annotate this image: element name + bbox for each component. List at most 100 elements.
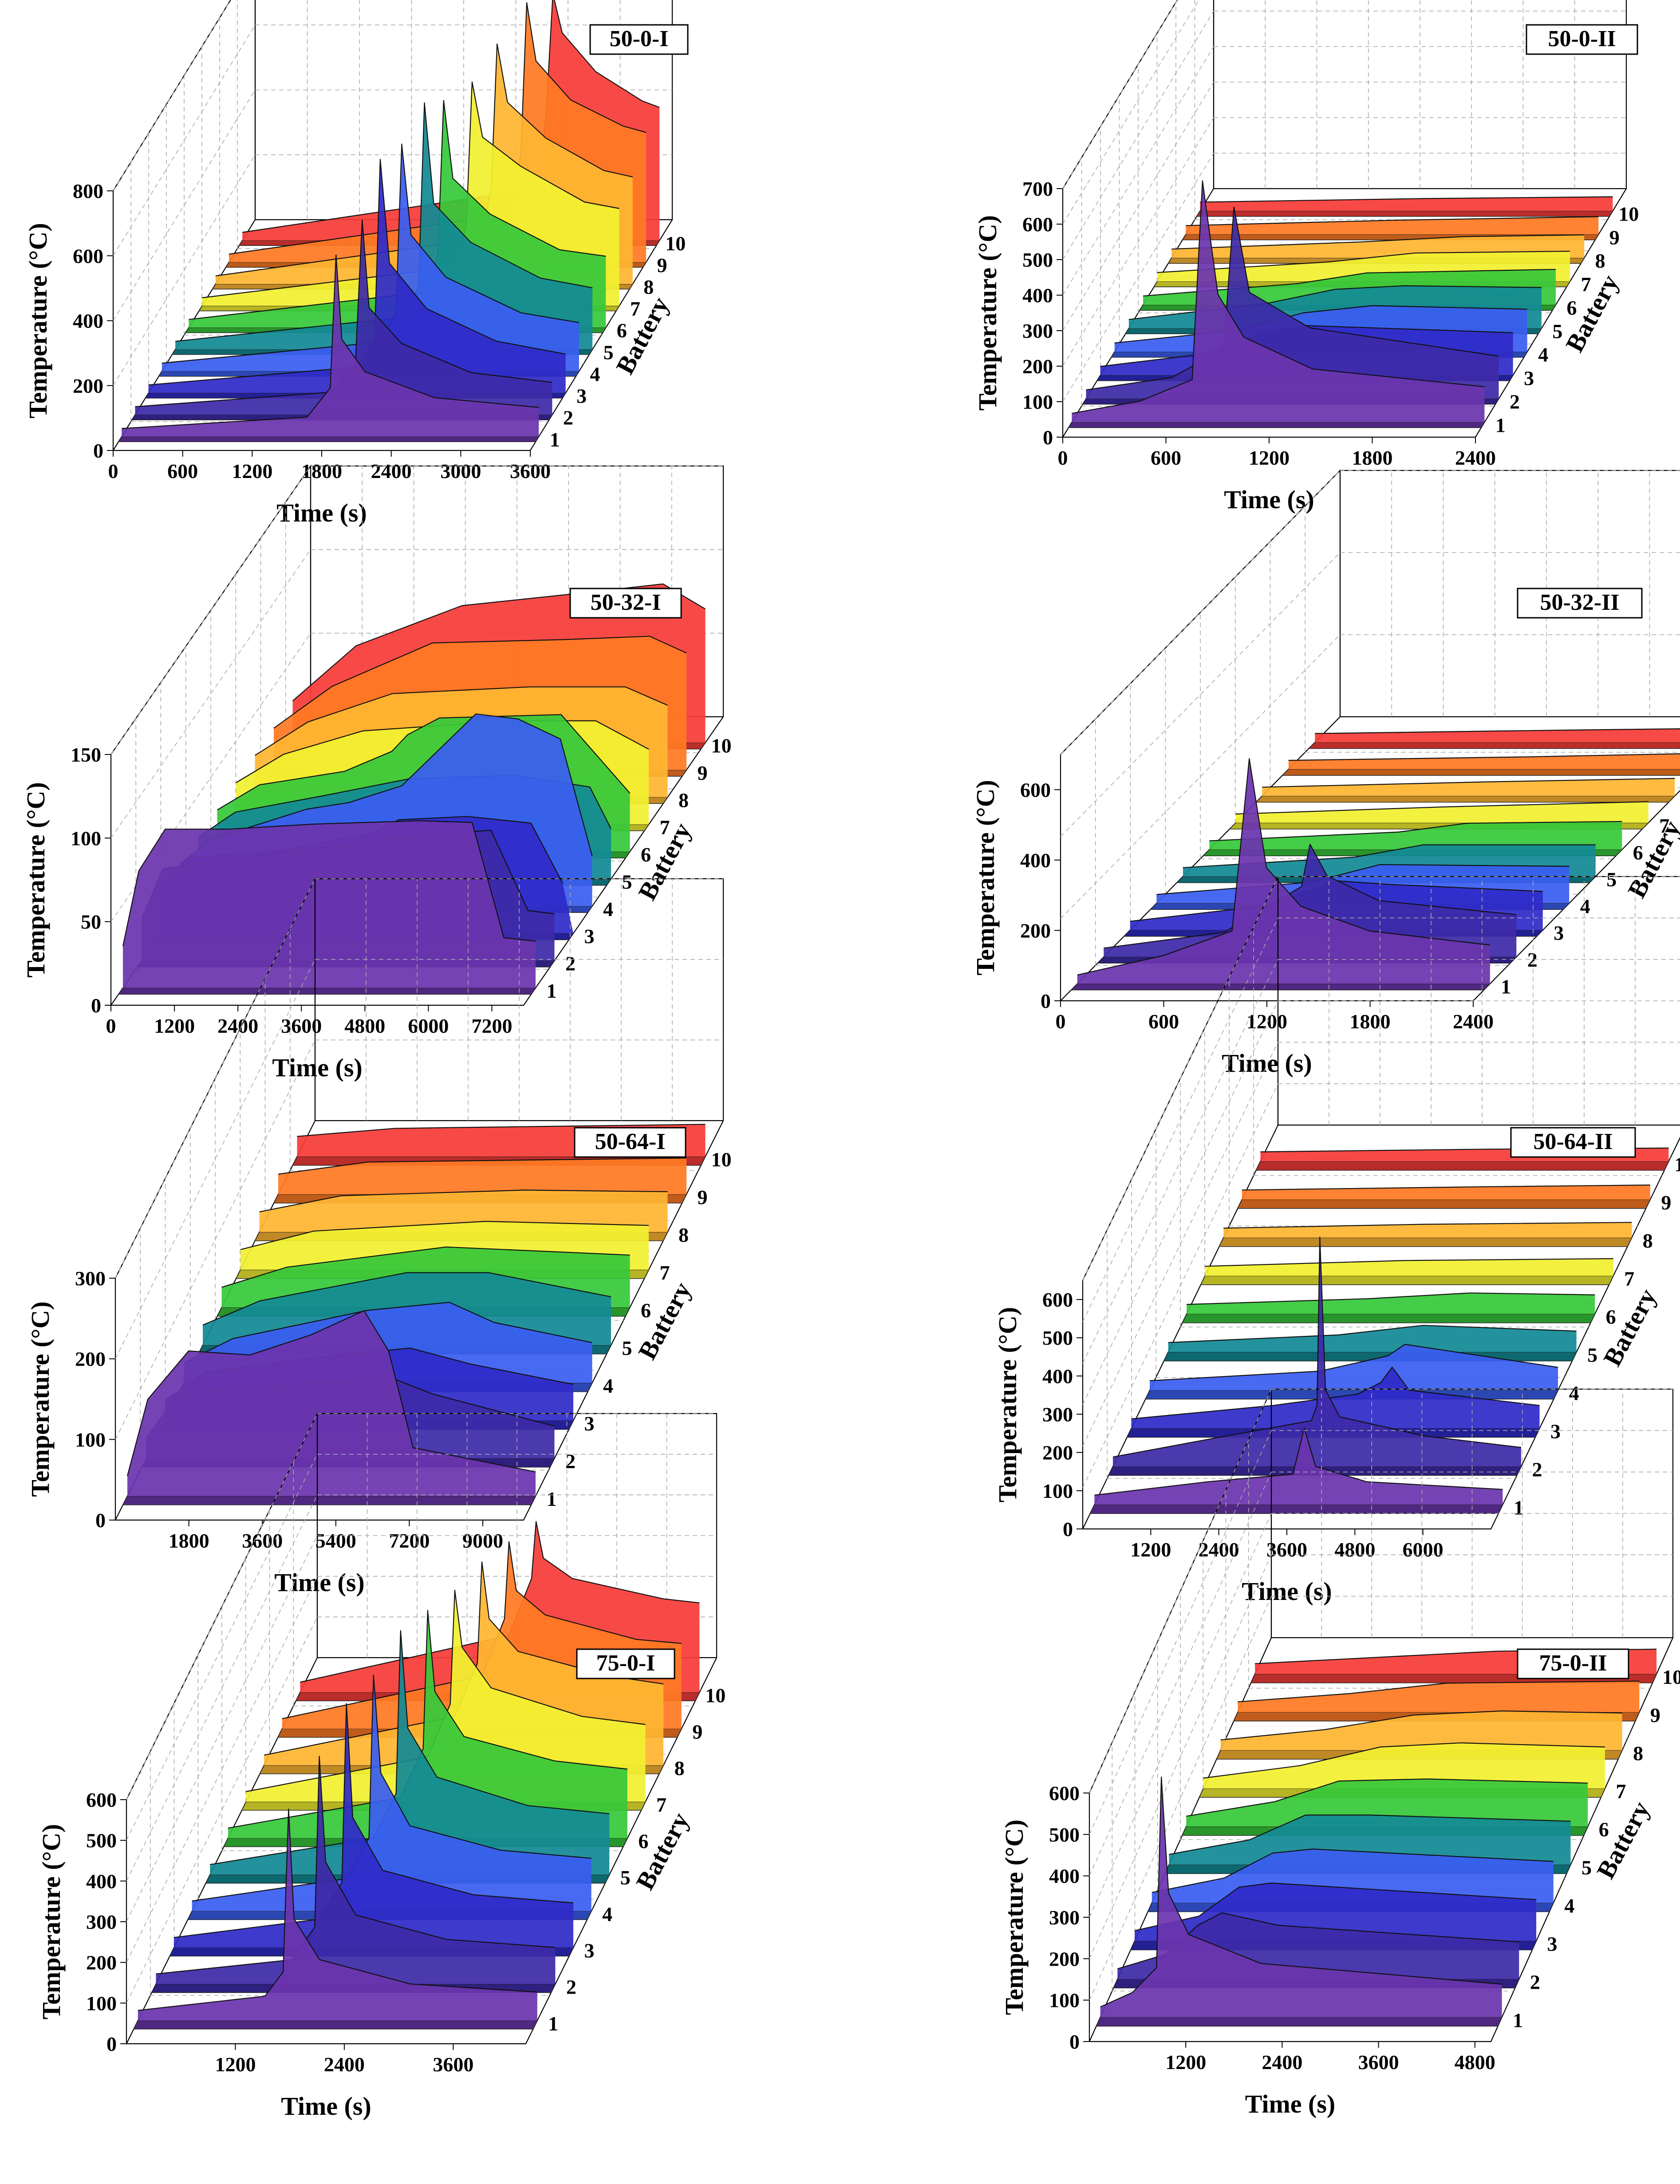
x-axis-title: Time (s) [1242, 1577, 1332, 1606]
series-layer [1068, 180, 1613, 428]
floor-edge [126, 1657, 717, 2045]
series-battery-5 [1163, 1325, 1577, 1362]
series-trace [240, 1220, 649, 1250]
y-tick-label: 600 [1022, 213, 1053, 236]
z-tick-label: 8 [678, 789, 689, 811]
z-tick-label: 8 [674, 1757, 685, 1780]
x-tick-label: 0 [108, 460, 118, 482]
y-tick-label: 400 [1049, 1865, 1080, 1888]
series-trace [179, 713, 593, 865]
x-tick-label: 1200 [1165, 2051, 1206, 2073]
z-tick-label: 4 [1564, 1895, 1574, 1917]
z-tick-label: 2 [563, 407, 573, 429]
x-tick-label: 7200 [471, 1015, 512, 1037]
series-area [122, 255, 539, 437]
x-axis-title: Time (s) [272, 1053, 363, 1082]
z-tick-label: 6 [1566, 296, 1577, 319]
series-trace [126, 1310, 536, 1476]
series-trace [297, 1124, 706, 1137]
back-wall [1213, 0, 1627, 190]
panel-title-box: 75-0-I [576, 1648, 675, 1679]
y-tick-label: 100 [75, 1428, 106, 1451]
series-area [228, 1610, 627, 1838]
series-battery-10 [1196, 196, 1613, 217]
axis-labels: 0 600 1200 1800 2400 Time (s) 0 200 400 600 Temper… [971, 778, 1680, 1078]
y-tick-label: 200 [1022, 355, 1053, 378]
z-tick-label: 3 [584, 1412, 595, 1435]
x-tick-label: 600 [167, 460, 198, 482]
z-tick-label: 5 [620, 1866, 631, 1889]
y-axis-title: Temperature (°C) [26, 1301, 55, 1497]
series-area [1315, 729, 1680, 742]
x-tick-label: 1800 [1350, 1010, 1391, 1033]
z-tick-label: 7 [630, 297, 640, 320]
x-axis-title: Time (s) [1245, 2089, 1336, 2118]
z-tick-label: 4 [603, 1374, 613, 1397]
z-tick-label: 7 [1659, 814, 1669, 837]
series-area [1203, 1743, 1605, 1789]
x-tick-label: 6000 [1403, 1538, 1443, 1561]
series-trace [1150, 1344, 1558, 1382]
z-tick-label: 4 [1580, 895, 1590, 917]
x-tick-label: 1200 [1249, 446, 1290, 469]
series-trace [202, 1272, 611, 1326]
y-tick-label: 100 [1042, 1480, 1073, 1502]
y-axis-title: Temperature (°C) [993, 1307, 1022, 1502]
series-trace [1077, 758, 1490, 975]
y-axis-title: Temperature (°C) [21, 782, 50, 977]
z-tick-label: 7 [1616, 1780, 1626, 1803]
y-tick-label: 800 [73, 180, 103, 202]
z-tick-label: 10 [705, 1684, 726, 1706]
left-grid-horizontal [1089, 1513, 1272, 1918]
panel-title: 50-32-I [591, 590, 661, 615]
series-floor-strip [1282, 769, 1680, 776]
x-tick-label: 2400 [1453, 1010, 1494, 1033]
series-trace [1131, 1366, 1540, 1420]
series-area [1187, 1293, 1595, 1314]
series-layer [122, 1124, 706, 1505]
series-trace [1186, 1778, 1588, 1817]
z-tick-label: 4 [602, 1903, 612, 1925]
z-tick-label: 1 [547, 979, 557, 1002]
series-area [1288, 754, 1680, 770]
left-grid-horizontal [1060, 552, 1341, 837]
y-tick-label: 600 [1049, 1782, 1080, 1805]
series-area [246, 1590, 646, 1802]
series-trace [254, 686, 668, 756]
y-tick-label: 200 [86, 1951, 117, 1974]
panel-title-box: 50-64-II [1510, 1127, 1636, 1158]
series-area [1086, 207, 1499, 399]
z-tick-label: 4 [590, 363, 600, 385]
series-trace [1086, 206, 1499, 391]
floor-edge [111, 716, 724, 1006]
series-area [1072, 181, 1485, 423]
series-floor-strip [1182, 1313, 1596, 1323]
series-floor-strip [1196, 210, 1613, 217]
series-layer [1070, 728, 1680, 991]
left-grid-horizontal [115, 1039, 315, 1440]
z-tick-label: 10 [1662, 1666, 1680, 1688]
series-trace [1152, 1848, 1554, 1893]
z-tick-label: 5 [1587, 1344, 1597, 1366]
z-tick-label: 10 [711, 735, 732, 757]
y-tick-label: 600 [1042, 1288, 1073, 1311]
x-tick-label: 4800 [344, 1015, 385, 1037]
panel-title: 50-32-II [1540, 590, 1619, 615]
series-area [1200, 197, 1613, 211]
series-battery-1 [118, 820, 536, 995]
series-trace [1104, 844, 1517, 949]
x-tick-label: 3600 [242, 1529, 283, 1552]
panel-title-box: 50-32-II [1517, 588, 1643, 619]
series-layer [133, 1521, 700, 2030]
y-tick-label: 500 [1022, 249, 1053, 271]
series-area [127, 1311, 536, 1496]
series-trace [1262, 778, 1675, 788]
y-tick-label: 300 [75, 1267, 106, 1290]
series-trace [1205, 1258, 1613, 1267]
series-floor-strip [118, 987, 536, 995]
series-floor-strip [1070, 983, 1491, 991]
series-battery-8 [1219, 1222, 1633, 1247]
y-tick-label: 400 [73, 310, 103, 332]
left-grid-horizontal [1062, 0, 1199, 225]
